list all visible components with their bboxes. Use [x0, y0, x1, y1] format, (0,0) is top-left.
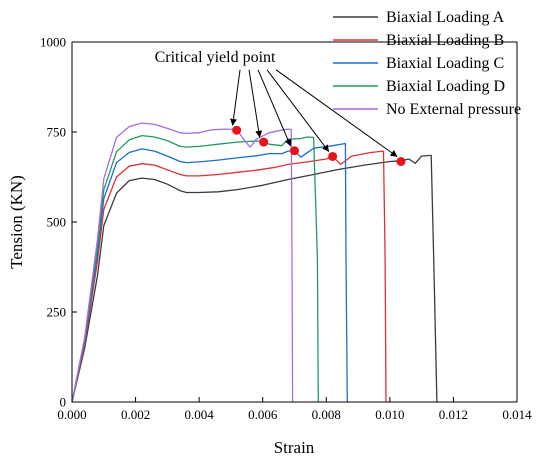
annotation-arrow: [248, 69, 263, 138]
y-tick-label: 750: [47, 125, 67, 140]
legend-label: Biaxial Loading D: [386, 78, 505, 95]
annotation-arrow: [230, 69, 241, 126]
series-line-1: [71, 154, 438, 403]
series-line-3: [71, 142, 348, 403]
x-tick-label: 0.000: [57, 407, 86, 422]
x-tick-label: 0.002: [121, 407, 150, 422]
y-tick-label: 500: [47, 215, 67, 230]
series-line-5: [71, 122, 294, 403]
x-tick-label: 0.004: [185, 407, 215, 422]
x-tick-label: 0.012: [439, 407, 468, 422]
y-tick-label: 1000: [40, 35, 66, 50]
legend: Biaxial Loading A Biaxial Loading B Biaxia…: [333, 9, 521, 118]
x-axis-label: Strain: [274, 438, 315, 457]
legend-label: Biaxial Loading C: [386, 55, 504, 72]
yield-point-marker: [232, 125, 242, 135]
y-axis-label: Tension (KN): [7, 175, 26, 269]
yield-point-marker: [328, 151, 338, 161]
annotation-arrow: [257, 69, 292, 147]
annotation-layer: Critical yield point: [155, 49, 406, 167]
yield-point-marker: [259, 137, 269, 147]
legend-label: Biaxial Loading A: [386, 9, 505, 26]
x-tick-label: 0.008: [312, 407, 341, 422]
annotation-arrow: [275, 69, 398, 157]
axes-layer: 0.000 0.002 0.004 0.006 0.008 0.010 0.012 0.014…: [40, 35, 532, 423]
plot-frame: [71, 41, 518, 403]
y-tick-label: 250: [47, 305, 67, 320]
legend-label: Biaxial Loading B: [386, 32, 504, 49]
x-tick-label: 0.014: [502, 407, 532, 422]
series-line-4: [71, 134, 319, 403]
x-tick-label: 0.006: [248, 407, 278, 422]
annotation-text: Critical yield point: [155, 49, 276, 66]
series-line-2: [71, 150, 387, 403]
y-tick-label: 0: [60, 395, 67, 410]
yield-point-marker: [290, 146, 299, 156]
yield-point-marker: [396, 157, 406, 167]
x-tick-label: 0.010: [375, 407, 404, 422]
annotation-arrow: [266, 69, 330, 153]
series-layer: [71, 122, 438, 403]
legend-label: No External pressure: [386, 101, 521, 118]
